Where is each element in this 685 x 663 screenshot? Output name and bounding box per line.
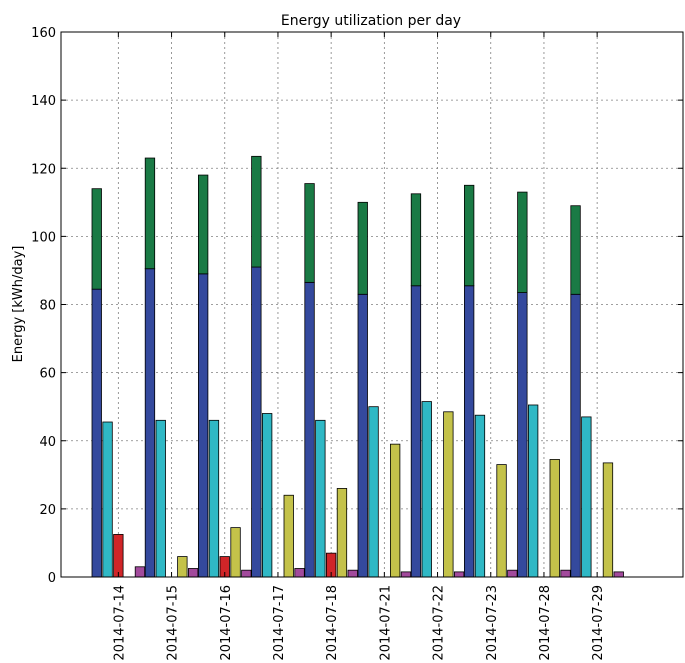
- bar-stack-upper: [517, 191, 528, 293]
- y-tick-label: 80: [39, 299, 56, 314]
- bar-series-3: [389, 443, 401, 578]
- x-tick-label: 2014-07-29: [591, 585, 606, 661]
- bar-stack-upper: [570, 205, 581, 295]
- bar-series-2: [113, 534, 124, 578]
- bar-series-4: [507, 569, 518, 578]
- y-tick-label: 20: [39, 503, 56, 518]
- x-tick-label: 2014-07-18: [325, 585, 340, 661]
- x-tick-label: 2014-07-21: [378, 585, 393, 661]
- bar-stack-upper: [304, 183, 315, 283]
- bar-stack-upper: [144, 157, 156, 270]
- bar-series-1: [368, 406, 379, 578]
- x-tick-label: 2014-07-14: [112, 585, 127, 661]
- bar-stack-lower: [144, 268, 156, 578]
- bar-stack-lower: [91, 288, 102, 578]
- bar-stack-lower: [410, 285, 422, 578]
- bar-series-1: [315, 419, 326, 578]
- x-tick-label: 2014-07-16: [219, 585, 234, 661]
- y-tick-label: 60: [39, 367, 56, 382]
- axis-layer: 0 20 40 60 80 100 120 140 160 2014-07-14 2014-07-1…: [31, 26, 683, 661]
- x-tick-label: 2014-07-22: [432, 585, 447, 661]
- bar-stack-upper: [357, 201, 368, 295]
- bar-stack-lower: [357, 293, 368, 578]
- bar-series-4: [294, 568, 305, 578]
- bar-series-1: [528, 404, 539, 578]
- x-tick-label: 2014-07-15: [166, 585, 181, 661]
- chart-title: Energy utilization per day: [281, 13, 461, 29]
- bar-stack-upper: [91, 188, 102, 290]
- bar-stack-lower: [197, 273, 209, 578]
- x-tick-label: 2014-07-28: [538, 585, 553, 661]
- x-tick-label: 2014-07-23: [485, 585, 500, 661]
- bar-series-4: [400, 571, 412, 578]
- bar-stack-lower: [517, 292, 528, 578]
- bar-series-4: [134, 566, 146, 578]
- bar-stack-upper: [197, 174, 209, 275]
- bar-series-3: [549, 459, 560, 578]
- bar-stack-lower: [463, 285, 475, 578]
- bar-series-1: [102, 421, 113, 578]
- bar-series-1: [474, 414, 486, 578]
- bar-stack-upper: [251, 155, 262, 268]
- bar-stack-lower: [251, 266, 262, 578]
- y-tick-label: 0: [48, 571, 56, 586]
- bar-series-3: [336, 488, 348, 578]
- bar-series-1: [581, 416, 592, 578]
- y-tick-label: 140: [31, 94, 56, 109]
- y-tick-label: 40: [39, 435, 56, 450]
- bar-series-3: [230, 527, 241, 578]
- bar-series-1: [421, 401, 432, 578]
- bar-series-4: [241, 569, 252, 578]
- x-tick-label: 2014-07-17: [272, 585, 287, 661]
- bar-stack-upper: [410, 193, 422, 287]
- bar-series-1: [208, 419, 220, 578]
- bar-series-4: [453, 571, 465, 578]
- y-axis-label: Energy [kWh/day]: [11, 246, 26, 363]
- bars-layer: [91, 155, 624, 578]
- bar-series-3: [283, 494, 294, 578]
- bar-series-4: [560, 569, 571, 578]
- bar-series-1: [261, 413, 273, 578]
- bar-stack-lower: [570, 293, 581, 578]
- bar-series-4: [347, 569, 358, 578]
- y-tick-label: 160: [31, 26, 56, 41]
- bar-series-1: [155, 419, 166, 578]
- y-tick-label: 120: [31, 162, 56, 177]
- bar-stack-upper: [463, 184, 475, 287]
- bar-series-3: [602, 462, 614, 578]
- bar-series-3: [177, 556, 188, 578]
- bar-series-3: [496, 464, 507, 578]
- y-tick-label: 100: [31, 230, 56, 245]
- bar-series-4: [613, 571, 624, 578]
- grid-layer: [61, 32, 683, 577]
- bar-series-3: [443, 411, 454, 578]
- bar-series-4: [187, 568, 199, 578]
- bar-stack-lower: [304, 281, 315, 578]
